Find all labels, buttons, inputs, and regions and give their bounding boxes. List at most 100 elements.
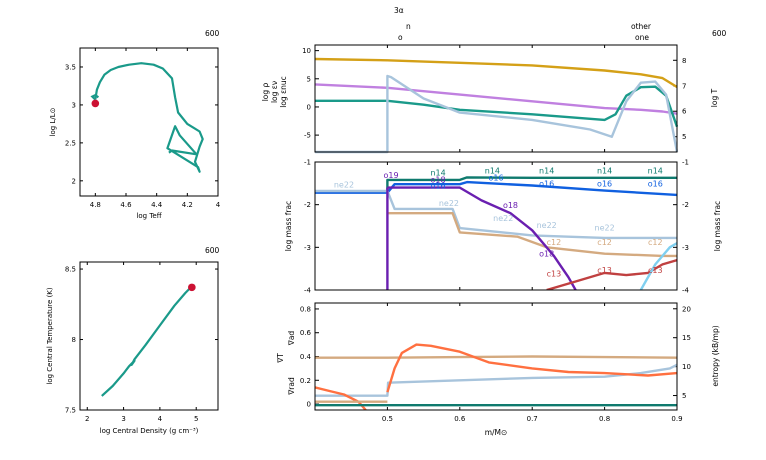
y-tick-label-right: -2 — [682, 201, 689, 209]
x-tick-label: 0.8 — [599, 415, 610, 423]
hr-track-loop — [90, 93, 100, 101]
y-tick-label: -3 — [304, 244, 311, 252]
isotope-label-o16: o16 — [488, 173, 503, 182]
central-track-line — [101, 286, 192, 397]
abundance-line-ne22 — [315, 189, 677, 240]
profile-mid-frame — [314, 161, 678, 291]
y-tick-label: 0.8 — [300, 305, 311, 313]
profile-top-panel: -5 0 5 10 5 6 7 8 log ρ log εν log εnuc log T — [261, 44, 719, 154]
x-tick-label: 0.6 — [454, 415, 466, 423]
y-axis-label: log Central Temperature (K) — [46, 287, 54, 384]
x-tick-label: 2 — [85, 415, 89, 423]
y-tick-label-right: 5 — [682, 133, 686, 141]
x-tick-label: 4.4 — [151, 201, 163, 209]
hr-current-point — [91, 99, 100, 108]
profile-top-frame — [314, 44, 678, 153]
x-tick-label: 5 — [194, 415, 198, 423]
x-tick-label: 4.8 — [90, 201, 101, 209]
isotope-label-n14: n14 — [648, 167, 663, 176]
y-axis-label-right: entropy (kB/mp) — [711, 325, 720, 386]
isotope-label-ne22: ne22 — [537, 221, 557, 230]
y-tick-label: 0 — [307, 103, 311, 111]
isotope-label-c13: c13 — [648, 266, 663, 275]
profile-top-series-2 — [315, 85, 679, 128]
annotation-3alpha: 3α — [394, 6, 404, 15]
profile-bottom-series-1 — [315, 363, 677, 397]
hr-diagram: 4.8 4.6 4.4 4.2 4 2 2.5 3 3.5 log Teff log L/L⊙ — [49, 47, 221, 220]
y-tick-label: 2.5 — [65, 139, 76, 147]
y-tick-label: 0.2 — [300, 377, 311, 385]
annotation-n: n — [406, 22, 411, 31]
y-tick-label: -4 — [304, 287, 312, 295]
y-tick-label: -2 — [304, 201, 311, 209]
y-tick-label: 8.5 — [65, 266, 76, 274]
y-tick-label: 0.4 — [300, 353, 312, 361]
isotope-label-c12: c12 — [648, 238, 663, 247]
isotope-label-c12: c12 — [547, 238, 562, 247]
isotope-label-o16: o16 — [597, 180, 612, 189]
isotope-label-ne22: ne22 — [334, 181, 354, 190]
isotope-label-c12: c12 — [597, 238, 612, 247]
x-axis-label: log Teff — [136, 212, 161, 220]
model-number-profile: 600 — [712, 29, 727, 38]
abundance-line-c13b — [639, 242, 677, 290]
profile-top-series-3 — [315, 74, 679, 154]
isotope-label-ne22: ne22 — [439, 199, 459, 208]
annotation-one: one — [635, 33, 649, 42]
isotope-label-o18: o18 — [503, 201, 518, 210]
annotation-other: other — [631, 22, 652, 31]
mid-series-group — [315, 176, 677, 290]
isotope-label-n14: n14 — [597, 167, 612, 176]
x-tick-label: 0.9 — [671, 415, 682, 423]
y-tick-label: -1 — [304, 159, 311, 167]
y-axis-label-left: log εnuc — [279, 76, 288, 108]
y-tick-label: 7.5 — [65, 407, 76, 415]
y-tick-label-right: 5 — [682, 392, 686, 400]
isotope-label-o16: o16 — [539, 180, 554, 189]
isotope-label-c13: c13 — [547, 269, 562, 278]
y-tick-label-right: 6 — [682, 108, 687, 116]
isotope-label-o19: o19 — [383, 171, 398, 180]
y-axis-label-left: ∇rad — [287, 377, 296, 396]
isotope-label-n14: n14 — [539, 167, 554, 176]
model-number-hr: 600 — [205, 29, 220, 38]
isotope-label-n14: n14 — [485, 167, 500, 176]
x-tick-label: 0.7 — [527, 415, 538, 423]
y-tick-label: -5 — [304, 132, 311, 140]
y-tick-label-right: -4 — [682, 287, 690, 295]
x-tick-label: 4 — [216, 201, 221, 209]
model-number-central: 600 — [205, 246, 220, 255]
isotope-label-o16: o16 — [431, 181, 446, 190]
isotope-label-ne22: ne22 — [493, 214, 513, 223]
bot-series-group — [315, 343, 677, 410]
isotope-label-ne22: ne22 — [595, 223, 615, 232]
x-axis-label: m/M⊙ — [485, 428, 508, 437]
y-axis-label-left: log ρ — [261, 82, 270, 101]
isotope-label-c13: c13 — [597, 266, 612, 275]
profile-top-series-0 — [314, 57, 678, 89]
y-tick-label-right: 15 — [682, 334, 691, 342]
profile-bottom-series-3 — [386, 343, 677, 393]
y-tick-label: 5 — [307, 75, 311, 83]
x-tick-label: 4.6 — [120, 201, 132, 209]
profile-bottom-frame — [314, 302, 678, 411]
y-axis-label-left: ∇T — [276, 353, 285, 364]
abundance-line-o16 — [315, 180, 677, 197]
abundance-line-c12 — [387, 212, 677, 258]
profile-bottom-series-2 — [315, 386, 367, 410]
y-axis-label-left: ∇ad — [287, 331, 296, 347]
y-tick-label: 3.5 — [65, 63, 76, 71]
profile-top-series-1 — [314, 83, 678, 115]
profile-bottom-series-0 — [315, 355, 677, 359]
y-tick-label: 10 — [302, 47, 311, 55]
central-current-point — [188, 283, 196, 292]
y-axis-label-left: log εν — [270, 81, 279, 103]
y-tick-label: 8 — [72, 336, 76, 344]
central-diagram: 2 3 4 5 7.5 8 8.5 log Central Density (g cm⁻³) l… — [46, 261, 219, 435]
isotope-label-o16: o16 — [648, 180, 663, 189]
y-axis-label-right: log mass frac — [713, 201, 722, 251]
y-tick-label-right: -3 — [682, 244, 689, 252]
hr-track-line — [94, 62, 204, 173]
x-axis-label: log Central Density (g cm⁻³) — [100, 427, 199, 435]
